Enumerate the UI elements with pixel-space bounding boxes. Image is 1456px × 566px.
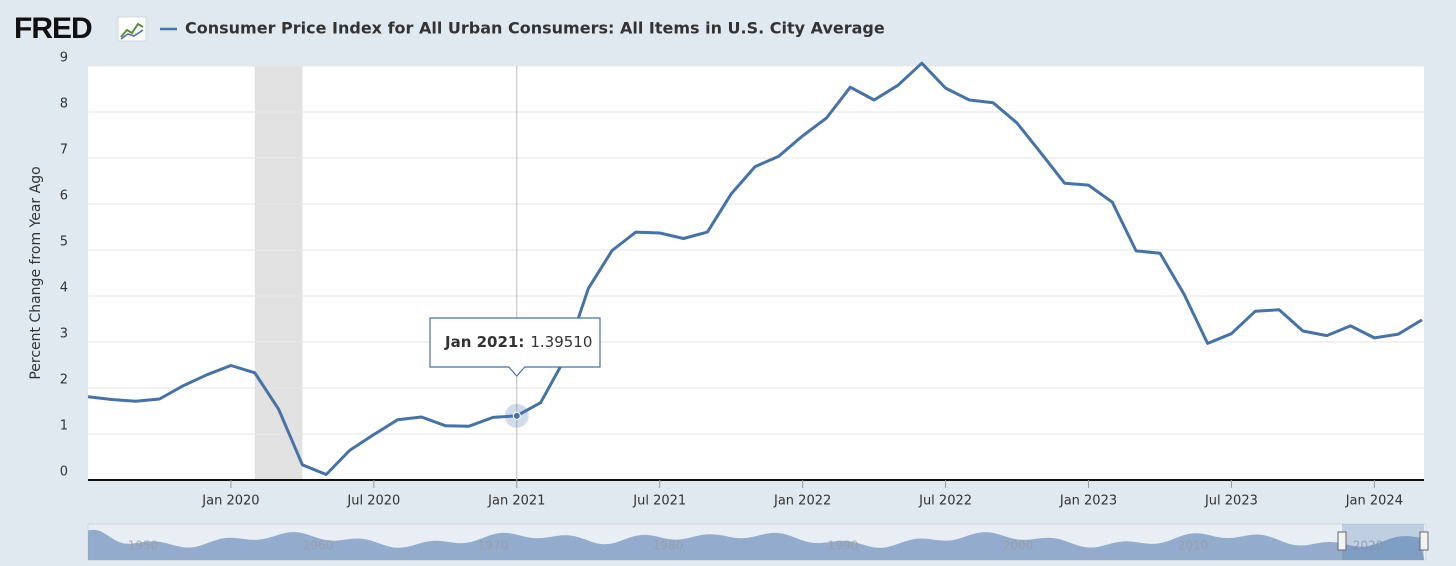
x-tick-label: Jul 2022 <box>918 494 972 509</box>
navigator-label: 1980 <box>653 539 684 553</box>
y-tick-label: 2 <box>60 373 68 388</box>
y-tick-label: 6 <box>60 189 68 204</box>
navigator: 1950 1960 1970 1980 1990 2000 2010 2020 <box>87 523 1429 561</box>
recession-band <box>254 66 303 480</box>
navigator-label: 1990 <box>828 539 859 553</box>
y-tick-label: 4 <box>60 281 68 296</box>
x-tick-label: Jul 2023 <box>1204 494 1258 509</box>
hover-point <box>512 411 521 420</box>
navigator-label: 2020 <box>1353 539 1384 553</box>
tooltip-text: Jan 2021: 1.39510 <box>444 333 592 351</box>
x-tick-label: Jan 2020 <box>201 494 259 509</box>
navigator-label: 1950 <box>128 539 159 553</box>
navigator-label: 1960 <box>303 539 334 553</box>
x-tick-label: Jan 2022 <box>773 494 831 509</box>
y-tick-label: 5 <box>60 235 68 250</box>
x-tick-label: Jul 2020 <box>346 494 400 509</box>
y-axis-label: Percent Change from Year Ago <box>28 166 44 379</box>
logo: FRED <box>14 12 92 45</box>
tooltip: Jan 2021: 1.39510 <box>429 317 601 377</box>
y-tick-label: 8 <box>60 97 68 112</box>
y-tick-label: 7 <box>60 143 68 158</box>
series-line <box>87 61 1423 476</box>
chart-title: Consumer Price Index for All Urban Consu… <box>185 19 885 38</box>
navigator-label: 2010 <box>1178 539 1209 553</box>
plot-area <box>88 66 1424 480</box>
x-tick-label: Jan 2023 <box>1059 494 1117 509</box>
y-tick-label: 0 <box>60 465 68 480</box>
navigator-handle <box>1419 531 1429 551</box>
y-tick-label: 3 <box>60 327 68 342</box>
navigator-area <box>88 529 1424 560</box>
logo-icon <box>117 16 147 42</box>
x-tick-label: Jul 2021 <box>632 494 686 509</box>
tooltip-box <box>429 317 601 377</box>
navigator-window <box>1342 524 1424 560</box>
tooltip-label: Jan 2021: <box>444 333 524 351</box>
x-tick-label: Jan 2024 <box>1345 494 1403 509</box>
x-tick-label: Jan 2021 <box>487 494 545 509</box>
tooltip-value: 1.39510 <box>530 333 592 351</box>
navigator-label: 1970 <box>478 539 509 553</box>
navigator-handle <box>1337 531 1347 551</box>
y-tick-label: 1 <box>60 419 68 434</box>
y-tick-label: 9 <box>60 51 68 66</box>
navigator-label: 2000 <box>1003 539 1034 553</box>
